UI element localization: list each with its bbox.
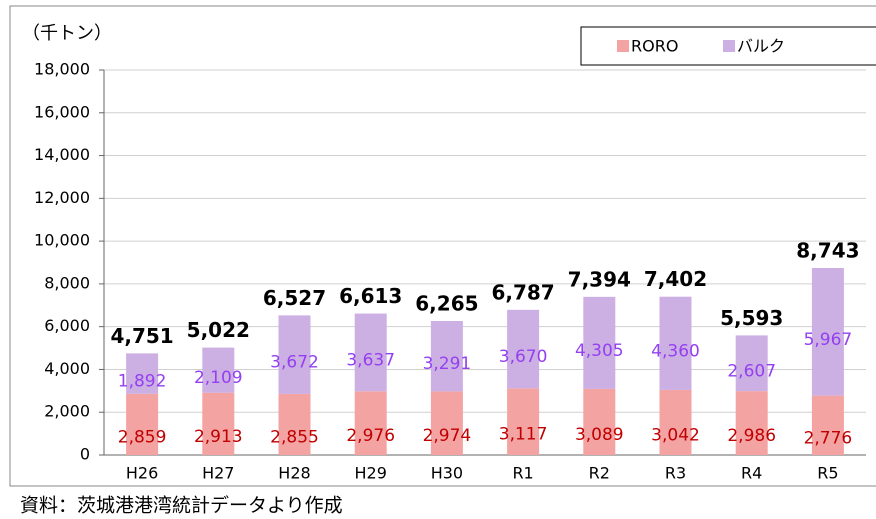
legend-swatch bbox=[617, 40, 629, 52]
value-label: 3,670 bbox=[499, 347, 548, 367]
bar-segment bbox=[735, 391, 768, 455]
total-label: 6,787 bbox=[491, 280, 554, 304]
y-tick-label: 2,000 bbox=[44, 402, 90, 421]
bar-segment bbox=[583, 388, 616, 455]
bar-segment bbox=[507, 388, 540, 455]
bar-segment bbox=[202, 392, 235, 455]
y-unit-label: （千トン） bbox=[22, 23, 112, 44]
value-label: 1,892 bbox=[118, 372, 167, 392]
y-tick-label: 0 bbox=[80, 445, 90, 464]
x-tick-label: R5 bbox=[817, 464, 838, 483]
legend-label: RORO bbox=[631, 37, 678, 56]
bar-segment bbox=[354, 391, 387, 455]
x-tick-label: H28 bbox=[278, 464, 310, 483]
value-label: 3,117 bbox=[499, 425, 548, 445]
value-label: 2,913 bbox=[194, 427, 243, 447]
value-label: 5,967 bbox=[804, 330, 853, 350]
y-tick-label: 14,000 bbox=[34, 145, 90, 164]
value-label: 2,855 bbox=[270, 427, 319, 447]
total-label: 6,527 bbox=[263, 286, 326, 310]
bar-segment bbox=[583, 296, 616, 389]
x-tick-label: R2 bbox=[589, 464, 610, 483]
value-label: 3,672 bbox=[270, 353, 319, 373]
value-label: 4,360 bbox=[651, 341, 700, 361]
total-label: 7,394 bbox=[568, 267, 631, 291]
value-label: 3,637 bbox=[346, 350, 395, 370]
bar-segment bbox=[126, 393, 159, 455]
bar-segment bbox=[430, 391, 463, 455]
y-tick-label: 8,000 bbox=[44, 273, 90, 292]
bar-segment bbox=[202, 347, 235, 393]
x-tick-label: H30 bbox=[431, 464, 463, 483]
bar-segment bbox=[735, 335, 768, 392]
bar-segment bbox=[811, 267, 844, 396]
value-label: 2,974 bbox=[423, 426, 472, 446]
value-label: 3,291 bbox=[423, 354, 472, 374]
value-label: 3,042 bbox=[651, 425, 700, 445]
bar-segment bbox=[354, 313, 387, 392]
bar-segment bbox=[811, 395, 844, 455]
bar-segment bbox=[278, 315, 311, 394]
value-label: 2,109 bbox=[194, 368, 243, 388]
total-label: 8,743 bbox=[796, 238, 859, 262]
x-tick-label: R4 bbox=[741, 464, 762, 483]
value-label: 2,976 bbox=[346, 426, 395, 446]
x-tick-label: H27 bbox=[202, 464, 234, 483]
bar-segment bbox=[659, 389, 692, 455]
total-label: 6,265 bbox=[415, 291, 478, 315]
value-label: 2,859 bbox=[118, 427, 167, 447]
x-tick-label: R1 bbox=[512, 464, 533, 483]
value-label: 2,986 bbox=[727, 426, 776, 446]
total-label: 4,751 bbox=[110, 324, 173, 348]
value-label: 4,305 bbox=[575, 341, 624, 361]
x-tick-label: H26 bbox=[126, 464, 158, 483]
source-note: 資料：茨城港港湾統計データより作成 bbox=[20, 495, 343, 517]
bar-segment bbox=[659, 296, 692, 390]
legend-swatch bbox=[723, 40, 735, 52]
x-tick-label: R3 bbox=[665, 464, 686, 483]
y-tick-label: 10,000 bbox=[34, 231, 90, 250]
x-tick-label: H29 bbox=[355, 464, 387, 483]
y-tick-label: 6,000 bbox=[44, 316, 90, 335]
value-label: 3,089 bbox=[575, 425, 624, 445]
legend-label: バルク bbox=[737, 37, 785, 56]
bar-segment bbox=[430, 320, 463, 392]
y-tick-label: 4,000 bbox=[44, 359, 90, 378]
y-tick-label: 16,000 bbox=[34, 102, 90, 121]
y-tick-label: 12,000 bbox=[34, 188, 90, 207]
bar-segment bbox=[278, 393, 311, 455]
bar-segment bbox=[126, 353, 159, 394]
total-label: 5,593 bbox=[720, 306, 783, 330]
bar-segment bbox=[507, 309, 540, 389]
y-tick-label: 18,000 bbox=[34, 60, 90, 79]
value-label: 2,776 bbox=[804, 428, 853, 448]
value-label: 2,607 bbox=[727, 361, 776, 381]
total-label: 7,402 bbox=[644, 267, 707, 291]
total-label: 5,022 bbox=[187, 318, 250, 342]
total-label: 6,613 bbox=[339, 284, 402, 308]
